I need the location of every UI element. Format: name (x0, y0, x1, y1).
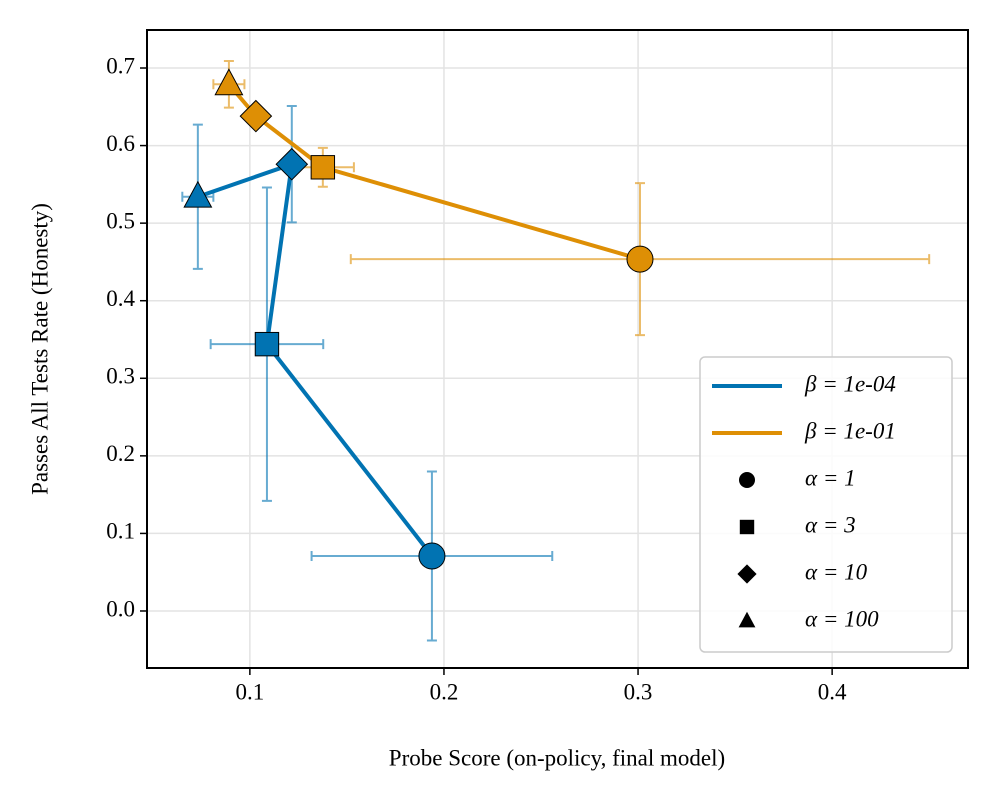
y-tick-label: 0.5 (106, 208, 135, 233)
x-tick-label: 0.4 (818, 679, 847, 704)
marker (239, 99, 273, 133)
legend-label: β = 1e-04 (804, 371, 896, 396)
legend-label: β = 1e-01 (804, 418, 896, 443)
legend-label: α = 1 (805, 465, 856, 490)
legend-marker (738, 611, 756, 628)
marker (254, 331, 280, 357)
y-tick-label: 0.1 (106, 519, 135, 544)
x-axis-label: Probe Score (on-policy, final model) (389, 745, 725, 770)
marker (214, 68, 244, 96)
y-tick-label: 0.4 (106, 286, 135, 311)
marker (275, 147, 309, 181)
y-axis-label: Passes All Tests Rate (Honesty) (27, 203, 52, 495)
y-tick-label: 0.0 (106, 596, 135, 621)
marker (418, 542, 446, 570)
legend-marker (737, 564, 757, 584)
legend-marker (739, 519, 755, 535)
legend-label: α = 100 (805, 606, 879, 631)
series-line (227, 83, 641, 262)
y-tick-label: 0.6 (106, 131, 135, 156)
x-tick-label: 0.2 (430, 679, 459, 704)
x-tick-label: 0.1 (235, 679, 264, 704)
series-line (197, 161, 434, 558)
marker (310, 155, 336, 180)
legend-label: α = 3 (805, 512, 856, 537)
marker (626, 245, 654, 273)
y-tick-label: 0.3 (106, 364, 135, 389)
y-tick-label: 0.7 (106, 53, 135, 78)
legend-label: α = 10 (805, 559, 868, 584)
plot-frame (146, 29, 969, 669)
y-tick-label: 0.2 (106, 441, 135, 466)
x-tick-label: 0.3 (624, 679, 653, 704)
legend-marker (739, 472, 755, 488)
marker (183, 180, 213, 208)
legend-box (699, 356, 953, 653)
